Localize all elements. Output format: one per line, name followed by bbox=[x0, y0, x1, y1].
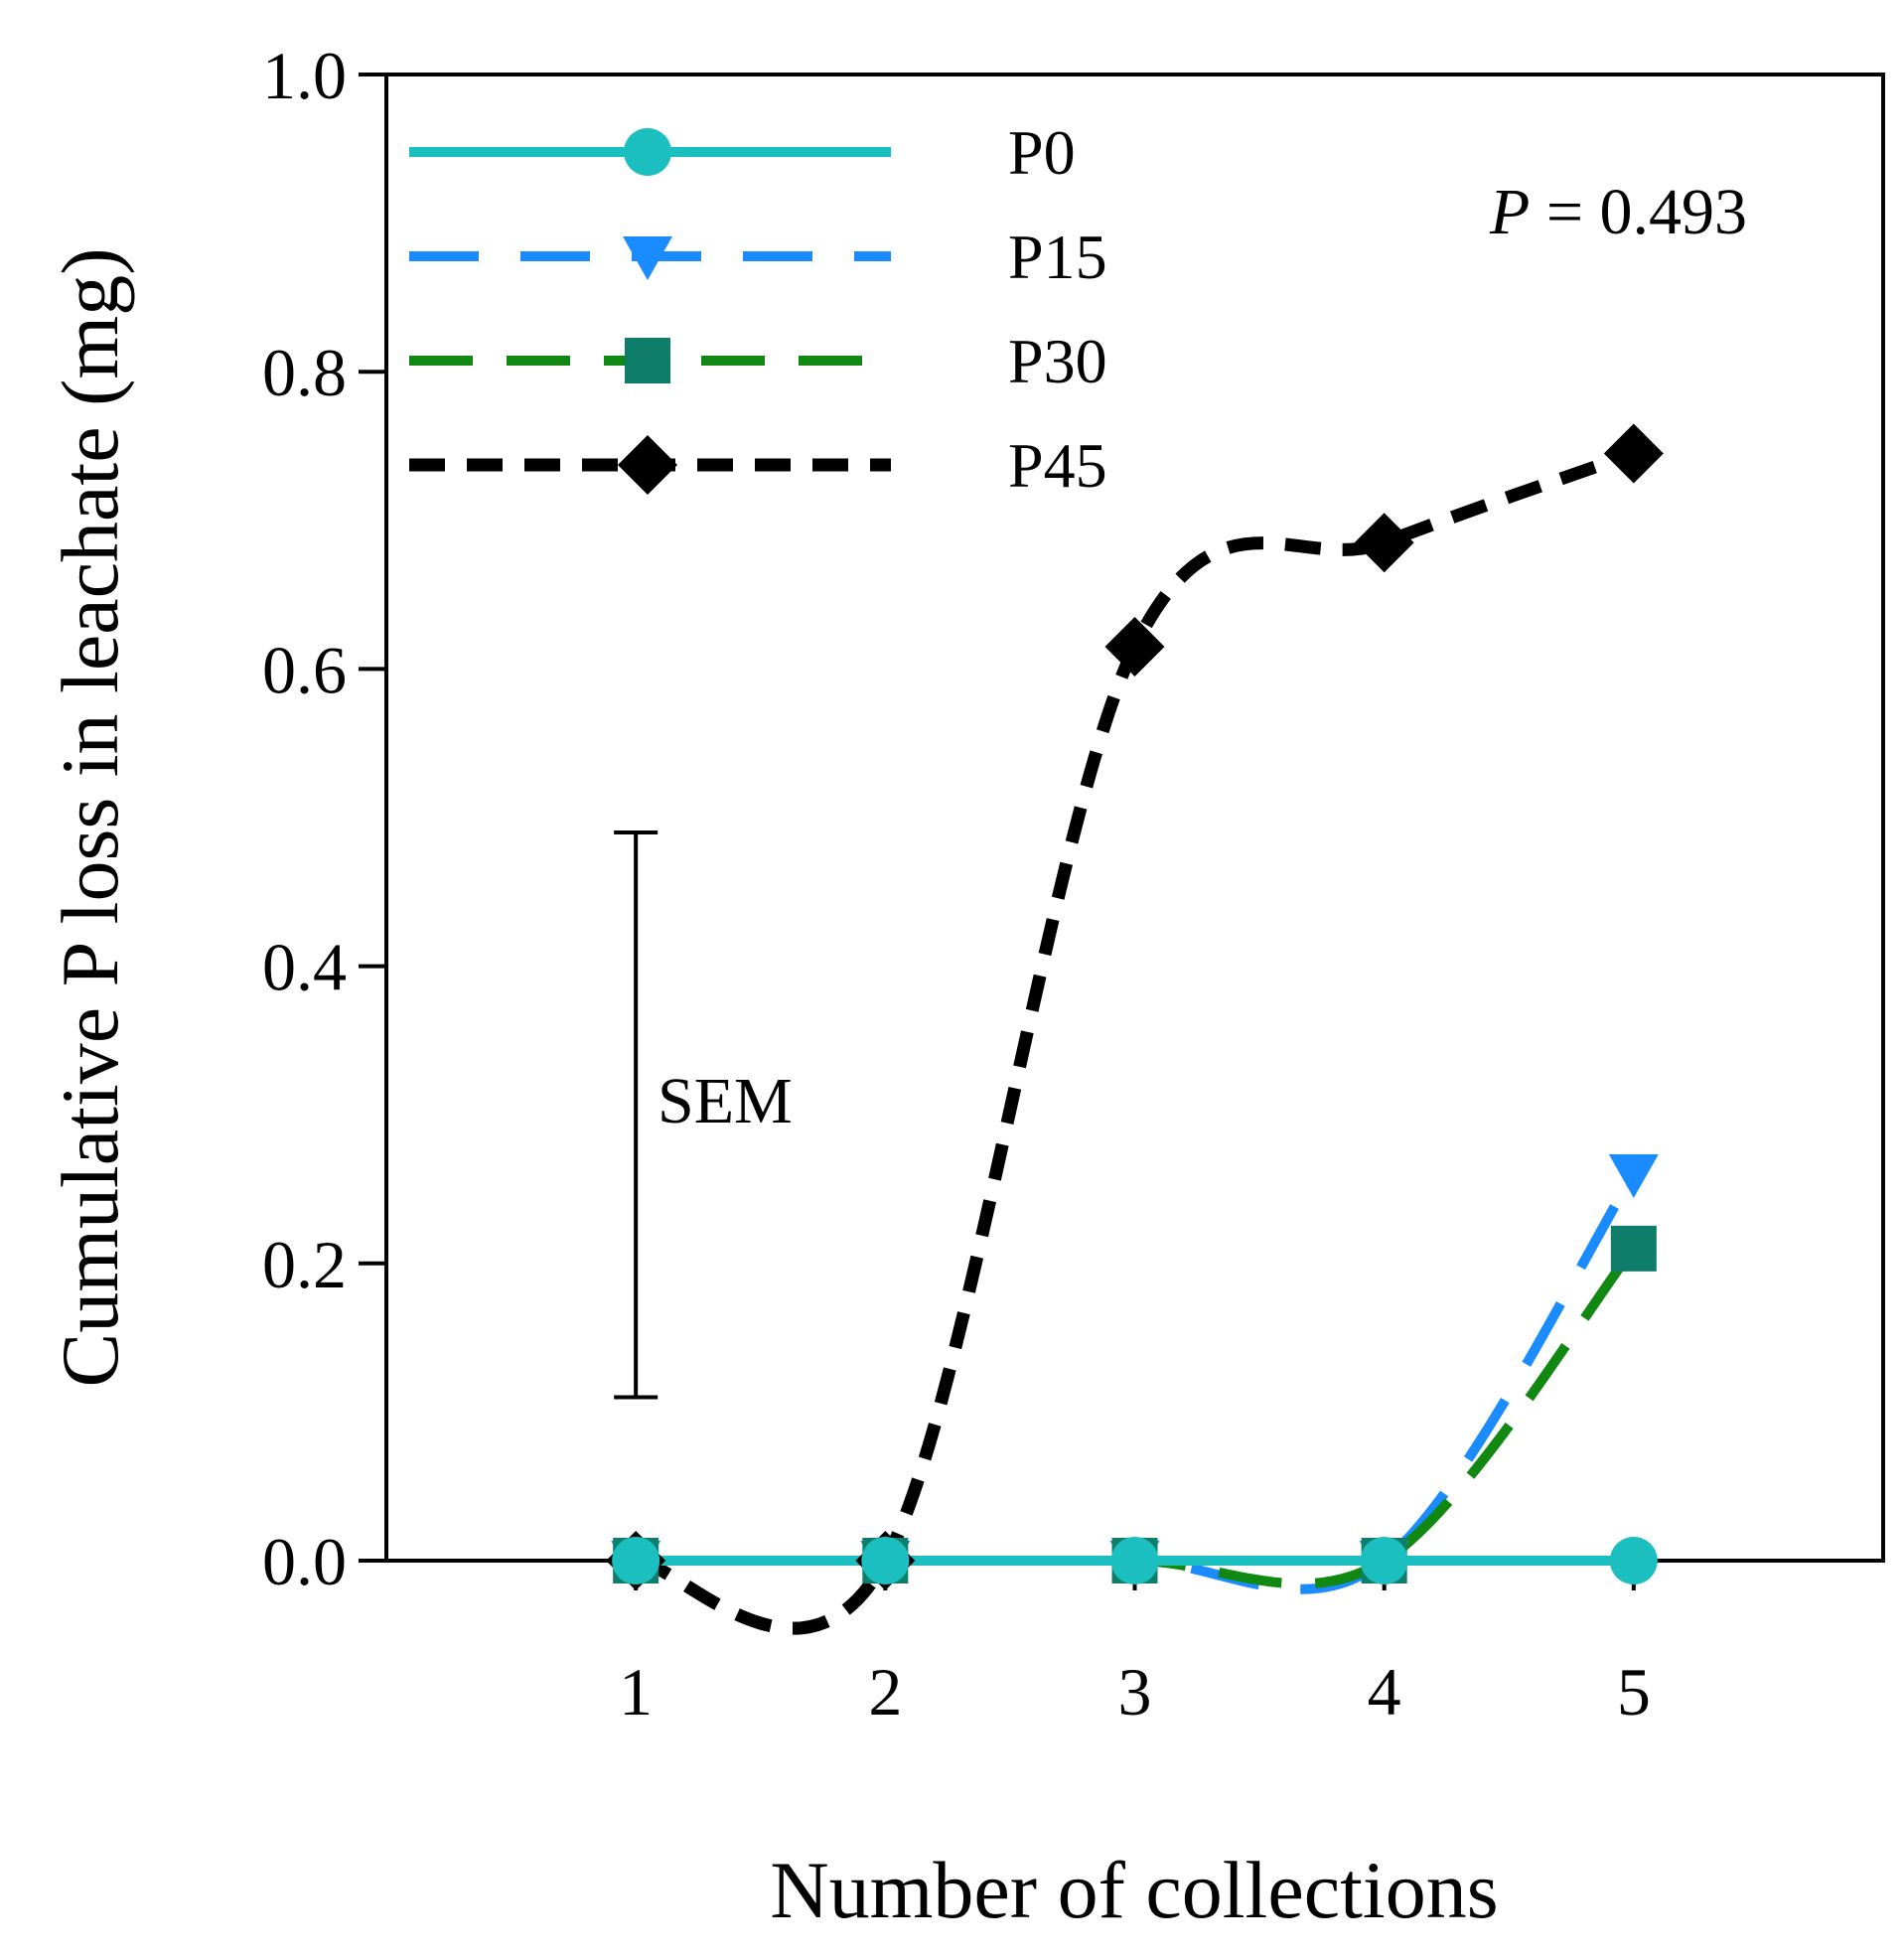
legend-item-p0: P0 bbox=[409, 117, 1076, 188]
legend-label: P45 bbox=[1008, 430, 1107, 501]
data-point-p30 bbox=[1610, 1225, 1657, 1272]
sem-error-bar bbox=[614, 829, 659, 1400]
y-tick-label: 1.0 bbox=[262, 38, 347, 113]
series-line-p45 bbox=[635, 447, 1637, 1635]
legend-label: P15 bbox=[1008, 222, 1107, 292]
legend-marker bbox=[625, 338, 670, 383]
legend-item-p45: P45 bbox=[409, 430, 1107, 501]
series-markers bbox=[606, 423, 1664, 1590]
sem-label: SEM bbox=[658, 1065, 793, 1137]
x-tick-label: 5 bbox=[1617, 1654, 1651, 1730]
data-point-p0 bbox=[612, 1537, 660, 1584]
x-tick-label: 3 bbox=[1118, 1654, 1152, 1730]
y-tick-label: 0.0 bbox=[262, 1524, 347, 1599]
x-axis-ticks: 1 2 3 4 5 bbox=[619, 1561, 1651, 1730]
data-point-p0 bbox=[861, 1537, 910, 1584]
p-value-symbol: P bbox=[1489, 176, 1530, 248]
x-tick-label: 1 bbox=[619, 1654, 653, 1730]
data-point-p15 bbox=[1608, 1154, 1659, 1199]
legend-label: P30 bbox=[1008, 326, 1107, 396]
data-point-p0 bbox=[1360, 1537, 1408, 1584]
x-tick-label: 2 bbox=[868, 1654, 902, 1730]
legend-marker bbox=[623, 236, 672, 280]
y-tick-label: 0.8 bbox=[262, 335, 347, 410]
x-axis-title: Number of collections bbox=[770, 1845, 1498, 1935]
legend-label: P0 bbox=[1008, 117, 1076, 188]
y-axis-title: Cumulative P loss in leachate (mg) bbox=[45, 248, 135, 1388]
data-point-p45 bbox=[1354, 513, 1414, 573]
y-tick-label: 0.4 bbox=[262, 930, 347, 1005]
legend-item-p15: P15 bbox=[409, 222, 1107, 292]
y-tick-label: 0.2 bbox=[262, 1227, 347, 1302]
data-point-p45 bbox=[1104, 616, 1165, 677]
p-value-text: = 0.493 bbox=[1530, 176, 1747, 248]
legend-marker bbox=[618, 435, 677, 495]
p-value-annotation: P = 0.493 bbox=[1489, 176, 1747, 248]
legend-item-p30: P30 bbox=[409, 326, 1107, 396]
data-point-p0 bbox=[1609, 1537, 1658, 1584]
y-axis-ticks: 0.0 0.2 0.4 0.6 0.8 1.0 bbox=[262, 38, 386, 1599]
data-point-p45 bbox=[1603, 423, 1664, 484]
x-tick-label: 4 bbox=[1368, 1654, 1401, 1730]
legend-marker bbox=[624, 128, 671, 176]
data-point-p0 bbox=[1110, 1537, 1159, 1584]
legend: P0 P15 P30 P45 bbox=[409, 117, 1107, 501]
y-tick-label: 0.6 bbox=[262, 632, 347, 707]
